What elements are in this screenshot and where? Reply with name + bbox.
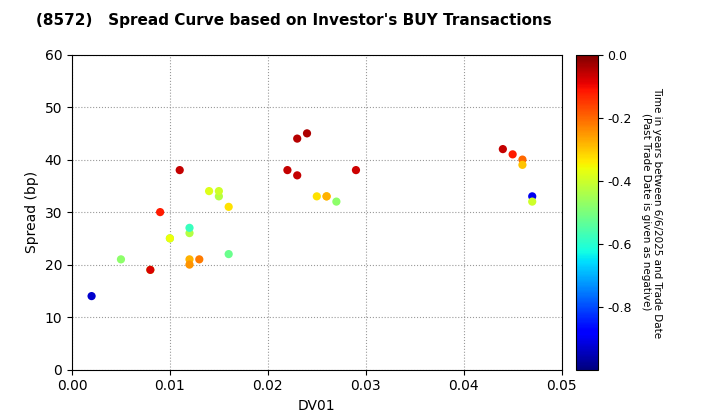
- Point: [301, 130, 312, 137]
- Point: [194, 256, 205, 263]
- Point: [350, 167, 361, 173]
- Point: [184, 224, 195, 231]
- Point: [184, 230, 195, 236]
- Point: [184, 256, 195, 263]
- Point: [145, 266, 156, 273]
- Point: [223, 251, 235, 257]
- Point: [292, 135, 303, 142]
- Point: [174, 167, 186, 173]
- Point: [321, 193, 333, 199]
- Point: [184, 261, 195, 268]
- Point: [517, 156, 528, 163]
- Point: [164, 235, 176, 242]
- Point: [213, 193, 225, 199]
- Point: [145, 266, 156, 273]
- Point: [203, 188, 215, 194]
- Point: [154, 209, 166, 215]
- Point: [223, 203, 235, 210]
- Point: [282, 167, 293, 173]
- Point: [526, 193, 538, 199]
- Point: [115, 256, 127, 263]
- Text: Time in years between 6/6/2025 and Trade Date
(Past Trade Date is given as negat: Time in years between 6/6/2025 and Trade…: [641, 87, 662, 338]
- Point: [517, 161, 528, 168]
- Point: [311, 193, 323, 199]
- Text: (8572)   Spread Curve based on Investor's BUY Transactions: (8572) Spread Curve based on Investor's …: [36, 13, 552, 28]
- X-axis label: DV01: DV01: [298, 399, 336, 413]
- Point: [292, 172, 303, 179]
- Point: [164, 235, 176, 242]
- Point: [526, 198, 538, 205]
- Point: [507, 151, 518, 158]
- Point: [86, 293, 97, 299]
- Point: [213, 188, 225, 194]
- Point: [321, 193, 333, 199]
- Point: [330, 198, 342, 205]
- Y-axis label: Spread (bp): Spread (bp): [25, 171, 39, 253]
- Point: [497, 146, 508, 152]
